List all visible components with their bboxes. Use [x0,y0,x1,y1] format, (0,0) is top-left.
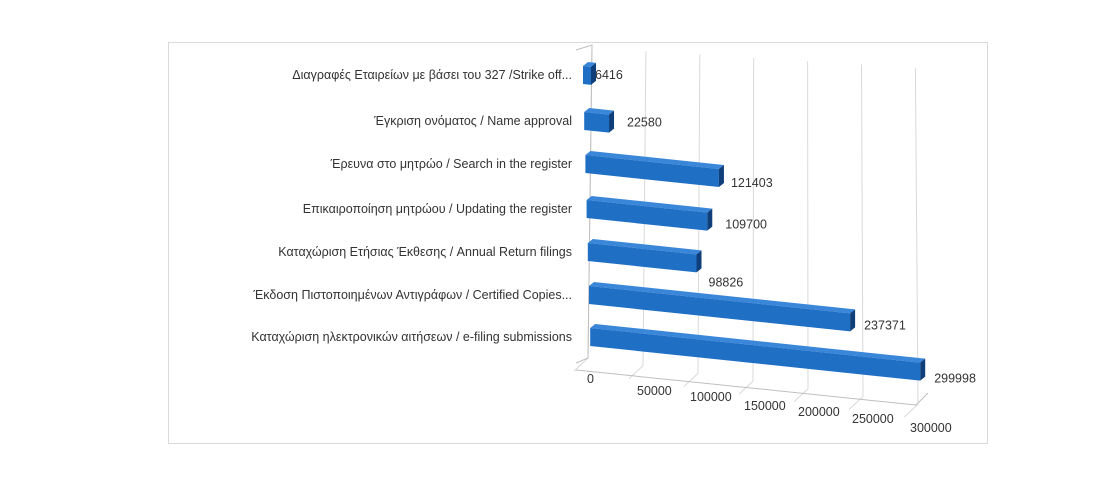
bar-top [586,196,713,213]
data-label: 98826 [709,275,744,289]
bar-top [590,324,926,363]
bar [589,286,851,332]
bar [586,200,708,231]
x-tick-label: 150000 [744,399,786,413]
gridline [752,57,755,382]
bar-top [587,239,702,255]
x-tick-label: 0 [587,372,594,386]
category-label: Έκδοση Πιστοποιημένων Αντιγράφων / Certi… [253,288,573,302]
bar-top [584,108,615,115]
chart-area [168,42,988,444]
floor-gridline [793,388,809,403]
data-label: 237371 [864,318,906,332]
floor-gridline [628,365,644,380]
floor-edge [575,369,917,406]
bar-end [696,250,702,273]
x-tick-label: 300000 [910,421,952,435]
data-label: 121403 [731,176,773,190]
category-label: Καταχώριση Ετήσιας Έκθεσης / Annual Retu… [278,245,572,259]
floor-gridline [848,396,864,410]
floor-gridline [903,403,919,418]
x-tick-label: 200000 [798,405,840,419]
bar-top [583,62,596,67]
gridline [861,64,864,397]
category-label: Καταχώριση ηλεκτρονικών αιτήσεων / e-fil… [251,330,572,344]
category-label: Έγκριση ονόματος / Name approval [373,114,572,128]
data-label: 299998 [934,372,976,386]
x-tick-label: 50000 [637,384,672,398]
bar-end [591,62,596,85]
data-label: 6416 [595,68,623,82]
bar-end [609,110,615,133]
data-label: 109700 [725,218,767,232]
floor-gridline [683,373,699,387]
bar [587,243,697,273]
category-label: Έρευνα στο μητρώο / Search in the regist… [330,157,572,171]
bar [584,112,610,133]
data-label: 22580 [627,116,662,130]
category-label: Επικαιροποίηση μητρώου / Updating the re… [303,202,572,216]
bar-top [585,151,724,170]
bar-end [920,358,926,381]
floor-right-edge [915,392,929,406]
bar-top [589,282,856,314]
bar [585,155,719,188]
gridline [914,67,919,405]
x-tick-label: 250000 [852,412,894,426]
bar [590,328,921,381]
bar [583,66,591,85]
category-label: Διαγραφές Εταιρείων με βάσει του 327 /St… [292,68,572,82]
x-tick-label: 100000 [690,390,732,404]
bar-end [718,165,724,188]
floor-gridline [573,357,589,372]
bar-end [707,208,713,231]
bar-end [850,309,856,332]
